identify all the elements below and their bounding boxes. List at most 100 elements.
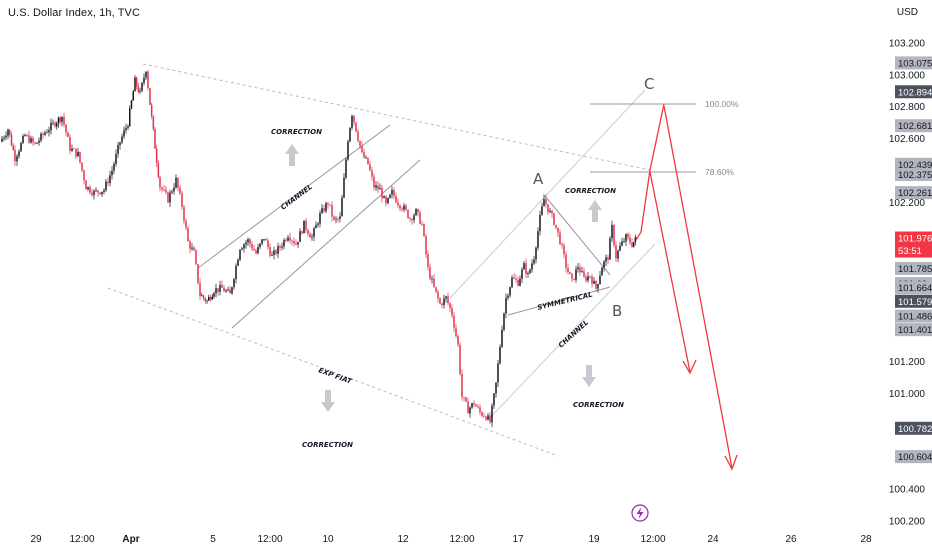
price-badge-label: 100.604: [898, 452, 932, 463]
candle-body: [241, 248, 243, 250]
candle-body: [56, 123, 58, 127]
hint-arrow-down: [321, 390, 335, 412]
price-badge-label: 101.976: [898, 234, 932, 245]
candle-body: [273, 250, 275, 255]
candle-body: [603, 261, 605, 268]
candle-body: [379, 187, 381, 190]
candle-body: [301, 231, 303, 234]
candle-body: [152, 115, 155, 130]
candle-body: [202, 295, 205, 299]
candle-body: [285, 239, 287, 241]
candle-body: [191, 247, 193, 249]
candle-body: [111, 170, 113, 176]
price-badge: [895, 85, 932, 99]
price-badge: [895, 56, 932, 70]
candle-body: [293, 240, 295, 244]
candle-body: [283, 239, 285, 247]
price-badge-label: 102.894: [898, 87, 932, 98]
projection-arrow-2: [663, 105, 733, 469]
candle-body: [617, 250, 619, 259]
time-axis: 29 12:00 Apr 5 12:00 10 12 12:00 17 19 12:00 24 26 28: [30, 534, 872, 545]
price-badge-label: 101.785: [898, 264, 932, 275]
candle-body: [347, 141, 349, 160]
candle-body: [117, 145, 119, 154]
candle-body: [303, 220, 305, 234]
price-badge-label: 101.579: [898, 297, 932, 308]
candle-body: [609, 238, 611, 260]
candle-body: [317, 223, 319, 225]
time-tick-label: 10: [322, 534, 334, 545]
candle-body: [109, 175, 111, 184]
label-correction: CORRECTION: [565, 187, 616, 195]
price-badge: [895, 309, 932, 323]
candle-body: [183, 206, 185, 221]
candle-body: [345, 159, 347, 178]
candle-body: [42, 133, 44, 135]
candle-body: [213, 293, 215, 297]
candle-body: [181, 193, 183, 207]
arrowhead-2: [724, 454, 738, 471]
candle-body: [193, 247, 195, 251]
candle-body: [277, 246, 279, 254]
candle-body: [329, 204, 331, 206]
time-tick-label: 12:00: [640, 534, 665, 545]
candle-body: [395, 196, 397, 203]
candle-body: [413, 215, 415, 221]
price-badge: [895, 119, 932, 133]
candle-body: [14, 150, 16, 162]
candle-body: [523, 263, 525, 270]
candle-body: [471, 403, 473, 408]
lightning-icon[interactable]: [631, 504, 649, 522]
candle-body: [311, 236, 313, 238]
candle-body: [9, 129, 11, 135]
wave-label-a: A: [533, 170, 544, 188]
time-tick-label: 26: [785, 534, 797, 545]
price-badge: [895, 261, 932, 275]
candle-body: [371, 170, 373, 177]
label-correction: CORRECTION: [271, 128, 322, 136]
candle-body: [154, 129, 156, 149]
candle-body: [537, 231, 539, 248]
candle-body: [113, 163, 115, 171]
candle-body: [145, 71, 147, 78]
candle-body: [555, 224, 557, 228]
candle-body: [87, 187, 89, 190]
candle-body: [30, 138, 32, 143]
candle-body: [449, 303, 451, 309]
candle-body: [50, 122, 52, 131]
candle-body: [38, 140, 40, 143]
candle-body: [355, 122, 357, 132]
candle-body: [251, 244, 253, 249]
candle-body: [197, 264, 199, 283]
candle-body: [105, 181, 107, 191]
candle-body: [163, 189, 165, 191]
candle-body: [339, 216, 341, 219]
candle-body: [611, 224, 613, 239]
candle-body: [587, 276, 589, 281]
price-tick-label: 102.600: [889, 134, 926, 145]
candle-body: [132, 91, 134, 101]
candle-body: [441, 303, 443, 306]
candle-body: [26, 135, 28, 136]
candle-body: [249, 239, 251, 245]
time-tick-label: 29: [30, 534, 42, 545]
candle-body: [367, 157, 369, 165]
price-axis-ticks: 103.200 103.000 102.800 102.600 102.200 101.2…: [889, 39, 926, 528]
candle-body: [187, 228, 189, 242]
candle-body: [215, 288, 217, 294]
candle-body: [629, 237, 631, 243]
label-correction: CORRECTION: [573, 401, 624, 409]
candle-body: [543, 199, 545, 207]
candle-body: [185, 220, 187, 229]
candle-body: [255, 250, 257, 254]
candle-body: [531, 263, 533, 270]
candle-body: [497, 363, 499, 383]
candle-body: [225, 290, 227, 292]
candle-body: [206, 300, 208, 302]
label-channel: CHANNEL: [279, 183, 314, 212]
candle-body: [81, 162, 83, 171]
candle-body: [169, 192, 171, 203]
candle-body: [565, 254, 567, 269]
